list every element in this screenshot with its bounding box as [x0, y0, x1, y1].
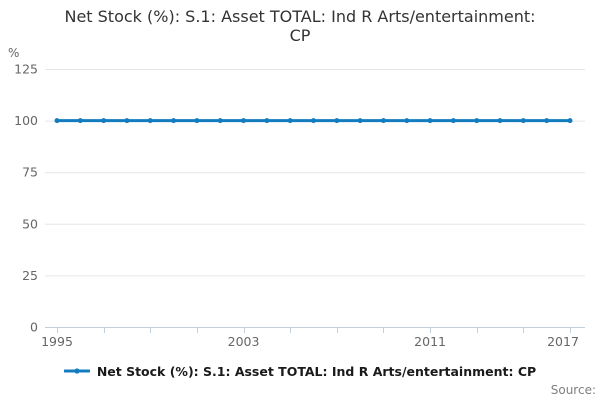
data-point-marker [520, 118, 526, 124]
data-point-marker [311, 118, 316, 124]
data-point-marker [54, 118, 60, 124]
data-point-marker [357, 118, 363, 124]
data-point-marker [124, 118, 130, 124]
data-point-marker [217, 118, 223, 124]
y-tick-label: 125 [14, 62, 38, 77]
y-tick-label: 0 [30, 320, 38, 335]
data-point-marker [77, 118, 83, 124]
source-note: Source: [550, 383, 596, 397]
x-tick-label: 1995 [41, 334, 73, 349]
legend-series-label: Net Stock (%): S.1: Asset TOTAL: Ind R A… [96, 363, 537, 379]
data-point-marker [287, 118, 293, 124]
y-tick-label: 50 [22, 216, 38, 231]
data-point-marker [264, 118, 270, 124]
data-point-marker [474, 118, 480, 124]
y-tick-label: 25 [22, 268, 38, 283]
data-point-marker [427, 118, 433, 124]
chart-title-line-2: CP [289, 26, 311, 45]
y-axis-unit-label: % [8, 46, 20, 60]
chart-title-line-1: Net Stock (%): S.1: Asset TOTAL: Ind R A… [64, 7, 536, 26]
data-point-marker [241, 118, 247, 124]
data-point-marker [147, 118, 153, 124]
data-point-marker [497, 118, 503, 124]
legend-series-marker-icon [63, 368, 90, 374]
series-line[interactable] [54, 118, 573, 124]
x-tick-label: 2003 [228, 334, 260, 349]
plot-area: 0 25 50 75 100 125 1995 2003 2011 2017 [14, 62, 585, 349]
data-point-marker [404, 118, 410, 124]
data-point-marker [334, 118, 340, 124]
data-point-marker [380, 118, 386, 124]
data-point-marker [450, 118, 456, 124]
legend-item[interactable]: Net Stock (%): S.1: Asset TOTAL: Ind R A… [0, 362, 600, 380]
data-point-marker [101, 118, 107, 124]
data-point-marker [544, 118, 550, 124]
data-point-marker [194, 118, 200, 124]
chart-title: Net Stock (%): S.1: Asset TOTAL: Ind R A… [0, 7, 600, 45]
y-tick-label: 75 [22, 165, 38, 180]
x-tick-label: 2017 [547, 334, 579, 349]
x-tick-label: 2011 [414, 334, 446, 349]
data-point-marker [567, 118, 573, 124]
data-point-marker [171, 118, 177, 124]
y-tick-label: 100 [14, 113, 38, 128]
